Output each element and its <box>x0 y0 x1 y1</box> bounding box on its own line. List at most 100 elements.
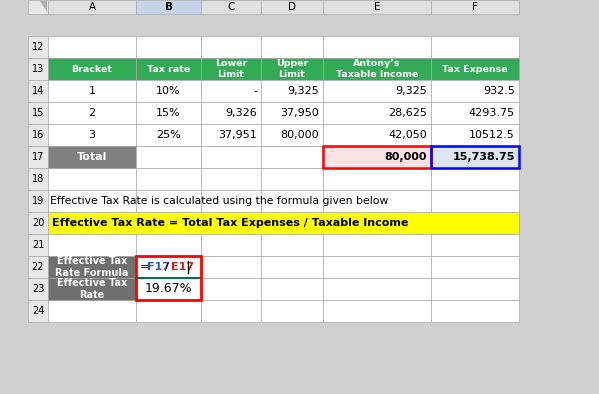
Text: F: F <box>472 2 478 12</box>
Text: 17: 17 <box>32 152 44 162</box>
Bar <box>431 146 519 168</box>
Bar <box>136 300 201 322</box>
Text: 9,325: 9,325 <box>288 86 319 96</box>
Bar <box>323 102 431 124</box>
Bar <box>201 36 261 58</box>
Bar <box>261 234 323 256</box>
Bar <box>136 58 201 80</box>
Text: 15: 15 <box>32 108 44 118</box>
Bar <box>201 124 261 146</box>
Bar <box>136 212 201 234</box>
Bar <box>201 190 261 212</box>
Bar <box>28 124 48 146</box>
Bar <box>48 278 136 300</box>
Bar <box>28 146 48 168</box>
Bar <box>431 190 519 212</box>
Bar <box>136 256 201 278</box>
Bar <box>201 80 261 102</box>
Bar <box>201 212 261 234</box>
Bar <box>28 0 48 14</box>
Bar <box>261 102 323 124</box>
Bar <box>136 234 201 256</box>
Text: Upper
Limit: Upper Limit <box>276 59 308 79</box>
Bar <box>28 58 48 80</box>
Bar <box>323 80 431 102</box>
Bar <box>431 102 519 124</box>
Bar <box>28 212 48 234</box>
Bar <box>136 146 201 168</box>
Bar <box>323 124 431 146</box>
Text: 42,050: 42,050 <box>388 130 427 140</box>
Bar <box>431 124 519 146</box>
Text: 37,951: 37,951 <box>218 130 257 140</box>
Bar <box>48 212 136 234</box>
Bar <box>136 80 201 102</box>
Text: /: / <box>165 262 169 272</box>
Bar <box>201 102 261 124</box>
Bar <box>201 300 261 322</box>
Bar <box>48 256 136 278</box>
Text: Effective Tax Rate is calculated using the formula given below: Effective Tax Rate is calculated using t… <box>50 196 388 206</box>
Bar <box>261 146 323 168</box>
Bar <box>323 36 431 58</box>
Bar <box>323 58 431 80</box>
Bar <box>28 168 48 190</box>
Bar <box>431 124 519 146</box>
Bar <box>201 256 261 278</box>
Bar <box>48 146 136 168</box>
Text: 2: 2 <box>89 108 96 118</box>
Bar <box>323 124 431 146</box>
Bar <box>261 102 323 124</box>
Bar <box>48 124 136 146</box>
Bar <box>136 102 201 124</box>
Bar <box>323 58 431 80</box>
Bar <box>431 146 519 168</box>
Text: C: C <box>227 2 235 12</box>
Text: 21: 21 <box>32 240 44 250</box>
Text: 12: 12 <box>32 42 44 52</box>
Bar <box>431 256 519 278</box>
Bar <box>48 58 136 80</box>
Bar <box>323 146 431 168</box>
Bar <box>136 278 201 300</box>
Bar <box>431 80 519 102</box>
Text: Effective Tax Rate = Total Tax Expenses / Taxable Income: Effective Tax Rate = Total Tax Expenses … <box>52 218 409 228</box>
Bar <box>136 58 201 80</box>
Bar <box>431 58 519 80</box>
Text: E17: E17 <box>171 262 194 272</box>
Bar <box>48 80 136 102</box>
Bar <box>201 58 261 80</box>
Bar <box>136 190 201 212</box>
Bar <box>136 256 201 278</box>
Bar <box>261 168 323 190</box>
Bar <box>28 234 48 256</box>
Bar <box>431 234 519 256</box>
Bar <box>48 212 519 234</box>
Bar <box>136 0 201 14</box>
Bar <box>28 256 48 278</box>
Polygon shape <box>40 1 47 12</box>
Bar <box>261 80 323 102</box>
Bar <box>136 146 201 168</box>
Text: 10512.5: 10512.5 <box>469 130 515 140</box>
Bar <box>261 212 323 234</box>
Text: 80,000: 80,000 <box>280 130 319 140</box>
Bar <box>261 36 323 58</box>
Bar <box>261 58 323 80</box>
Bar <box>261 58 323 80</box>
Bar <box>431 146 519 168</box>
Bar <box>48 124 136 146</box>
Bar <box>261 146 323 168</box>
Text: E: E <box>374 2 380 12</box>
Bar <box>136 168 201 190</box>
Bar <box>48 102 136 124</box>
Bar <box>261 278 323 300</box>
Bar <box>431 36 519 58</box>
Bar <box>431 212 519 234</box>
Text: Tax rate: Tax rate <box>147 65 190 74</box>
Text: 10%: 10% <box>156 86 181 96</box>
Bar <box>431 168 519 190</box>
Bar <box>136 124 201 146</box>
Bar <box>201 146 261 168</box>
Text: 19: 19 <box>32 196 44 206</box>
